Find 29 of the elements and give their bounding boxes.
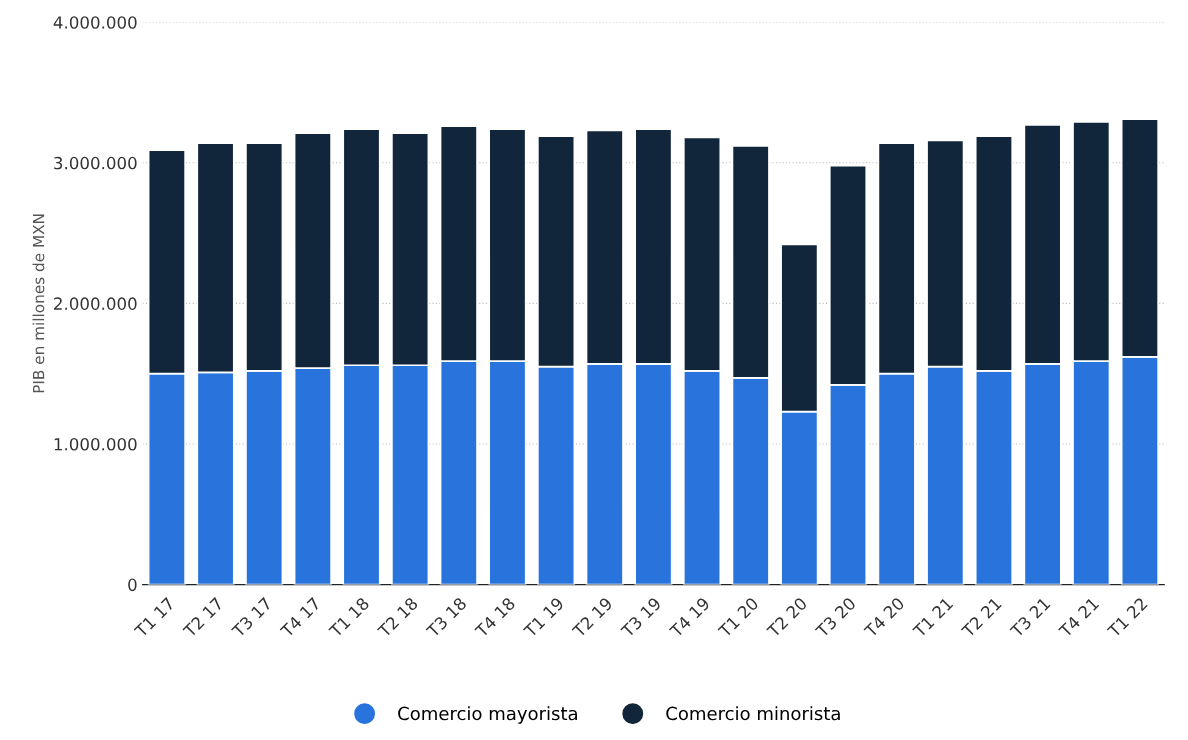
y-axis-title: PIB en millones de MXN — [32, 214, 45, 393]
x-tick-label: T1 18 — [328, 596, 370, 639]
x-tick-label: T2 20 — [766, 596, 808, 639]
legend-label: Comercio minorista — [666, 706, 840, 721]
x-tick-label: T3 21 — [1009, 597, 1051, 639]
x-tick-label: T1 20 — [717, 596, 760, 639]
x-tick-label: T2 21 — [960, 597, 1002, 639]
x-tick-label: T3 18 — [425, 596, 468, 639]
y-tick-label: 1.000.000 — [54, 437, 137, 451]
x-tick-label: T3 20 — [814, 596, 857, 639]
x-tick-label: T4 17 — [279, 597, 321, 639]
x-tick-label: T1 19 — [522, 596, 565, 639]
x-tick-label: T1 22 — [1106, 597, 1148, 639]
x-tick-label: T4 21 — [1058, 597, 1100, 639]
x-tick-label: T2 18 — [376, 596, 419, 639]
x-tick-label: T3 19 — [620, 596, 662, 639]
x-tick-label: T2 19 — [571, 596, 614, 639]
x-tick-label: T1 21 — [912, 597, 954, 639]
x-tick-label: T1 17 — [133, 597, 175, 639]
x-tick-label: T4 19 — [668, 596, 711, 639]
x-tick-label: T4 20 — [863, 596, 905, 639]
x-tick-label: T3 17 — [230, 596, 273, 639]
x-tick-label: T2 17 — [182, 596, 224, 639]
y-tick-label: 2.000.000 — [54, 297, 137, 310]
y-tick-label: 4.000.000 — [53, 16, 137, 29]
y-tick-label: 3.000.000 — [54, 156, 137, 170]
legend-label: Comercio mayorista — [398, 706, 577, 724]
x-tick-label: T4 18 — [474, 596, 516, 639]
y-tick-label: 0 — [128, 578, 137, 592]
